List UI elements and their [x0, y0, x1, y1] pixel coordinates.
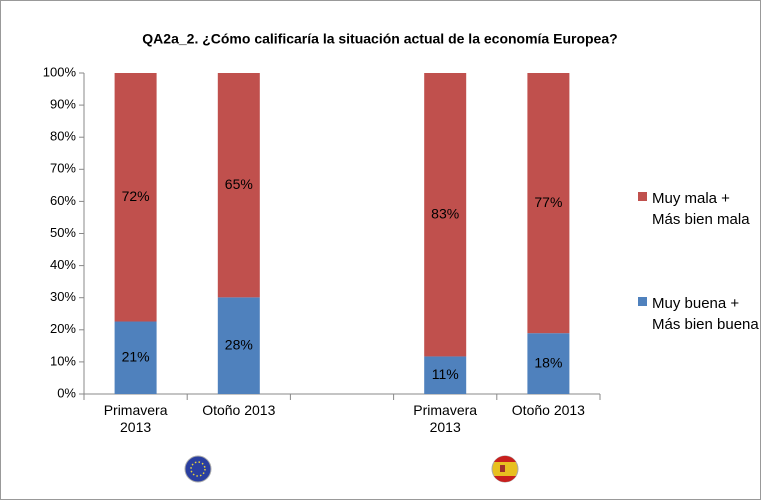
data-label: 28%	[225, 336, 253, 352]
bar-segment	[527, 333, 570, 394]
data-label: 18%	[534, 354, 562, 370]
legend-swatch	[638, 297, 647, 306]
y-tick-label: 40%	[50, 257, 76, 272]
spain-flag	[491, 455, 519, 483]
y-tick-label: 70%	[50, 161, 76, 176]
chart-title: QA2a_2. ¿Cómo calificaría la situación a…	[142, 31, 617, 47]
bar-segment	[424, 356, 467, 394]
bar-segment	[424, 73, 467, 357]
y-tick-label: 30%	[50, 289, 76, 304]
legend-swatch	[638, 192, 647, 201]
bar-segment	[114, 73, 157, 322]
y-tick-label: 90%	[50, 97, 76, 112]
data-label: 11%	[432, 366, 459, 382]
x-tick-label: Primavera 2013	[103, 402, 168, 435]
x-tick-label: Otoño 2013	[511, 402, 585, 418]
data-label: 77%	[534, 194, 562, 210]
data-label: 83%	[431, 205, 459, 221]
y-tick-label: 80%	[50, 129, 76, 144]
y-tick-label: 20%	[50, 321, 76, 336]
bar-segment	[217, 73, 260, 298]
bar-segment	[114, 321, 157, 394]
legend-label: Muy mala + Más bien mala	[652, 190, 750, 228]
bar-segment	[527, 73, 570, 334]
legend-label: Muy buena + Más bien buena	[652, 295, 759, 333]
y-tick-label: 10%	[50, 353, 76, 368]
data-label: 21%	[122, 348, 150, 364]
x-tick-label: Otoño 2013	[202, 402, 276, 418]
x-tick-label: Primavera 2013	[413, 402, 478, 435]
y-tick-label: 50%	[50, 225, 76, 240]
y-tick-label: 100%	[43, 64, 77, 79]
data-label: 65%	[225, 176, 253, 192]
y-tick-label: 60%	[50, 193, 76, 208]
bar-segment	[217, 297, 260, 394]
y-tick-label: 0%	[57, 385, 76, 400]
eu-flag	[184, 455, 212, 483]
data-label: 72%	[122, 188, 150, 204]
